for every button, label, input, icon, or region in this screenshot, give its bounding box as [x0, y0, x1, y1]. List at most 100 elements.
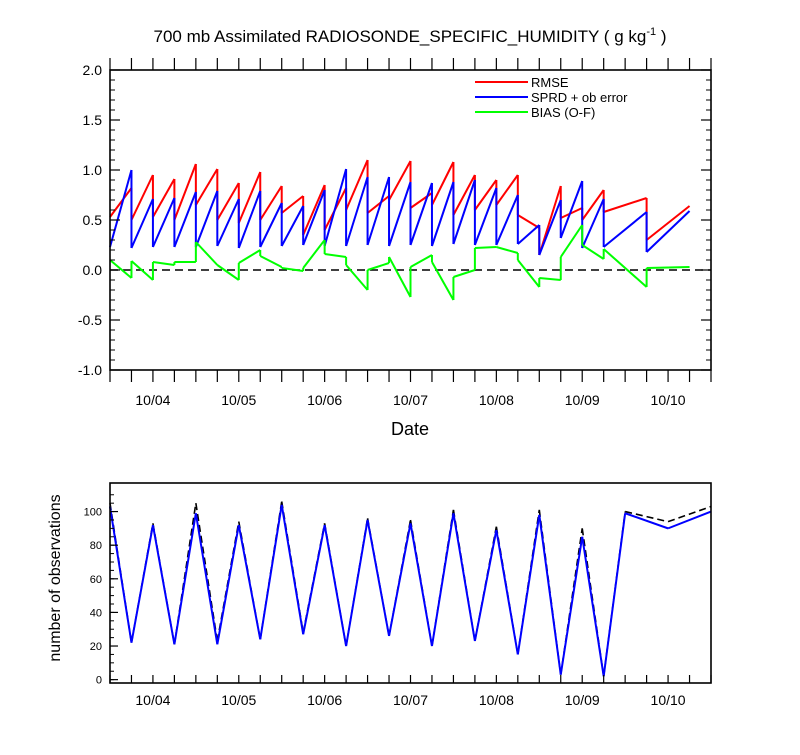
series-segment — [194, 190, 219, 248]
series-segment — [646, 266, 690, 269]
x-tick-label: 10/09 — [565, 692, 600, 708]
series-segment — [366, 176, 390, 246]
x-tick-label: 10/05 — [221, 392, 256, 408]
y-tick-label: 80 — [90, 540, 102, 552]
chart-title-superscript: -1 — [646, 26, 656, 38]
series-segment — [603, 197, 647, 213]
series-segment — [237, 171, 262, 224]
x-tick-label: 10/08 — [479, 692, 514, 708]
series-sprd-ob-error — [109, 168, 691, 256]
observation-segment — [624, 512, 669, 530]
series-segment — [495, 194, 519, 246]
series-segment — [259, 185, 283, 221]
series-segment — [173, 163, 197, 221]
series-segment — [216, 198, 240, 247]
series-segment — [216, 264, 240, 281]
series-segment — [323, 168, 348, 247]
series-segment — [581, 198, 605, 249]
y-axis-title-observations: number of observations — [47, 494, 64, 661]
y-tick-label: -1.0 — [78, 362, 102, 378]
x-tick-label: 10/06 — [307, 392, 342, 408]
series-segment — [130, 198, 154, 249]
y-tick-label: 2.0 — [83, 62, 103, 78]
x-tick-label: 10/09 — [565, 392, 600, 408]
series-segment — [302, 239, 326, 269]
series-segment — [366, 195, 390, 214]
series-segment — [474, 246, 497, 249]
observation-segment — [280, 504, 305, 635]
x-tick-label: 10/07 — [393, 692, 428, 708]
y-tick-label: 0 — [96, 675, 102, 687]
series-segment — [130, 260, 154, 281]
observation-segment — [538, 514, 562, 675]
series-segment — [109, 169, 133, 248]
x-tick-label: 10/08 — [479, 392, 514, 408]
series-segment — [517, 259, 541, 288]
series-segment — [603, 248, 648, 288]
series-segment — [559, 180, 584, 239]
series-segment — [452, 179, 476, 245]
series-segment — [410, 254, 433, 268]
series-segment — [453, 269, 476, 278]
observation-segment — [516, 514, 541, 655]
observation-segment — [216, 524, 240, 645]
series-segment — [431, 261, 455, 301]
y-tick-label: 100 — [84, 507, 102, 519]
series-segment — [237, 190, 262, 249]
series-segment — [109, 259, 133, 279]
observation-segment — [409, 523, 433, 647]
observation-segment — [388, 523, 412, 637]
observation-segment — [559, 536, 584, 675]
series-segment — [517, 224, 540, 245]
series-segment — [645, 210, 691, 253]
observation-segment — [237, 524, 262, 640]
series-segment — [324, 253, 347, 258]
top-plot-panel: -1.0 -0.5 0.0 0.5 1.0 1.5 2.0 10/04 10/05 10/06 10… — [78, 58, 712, 408]
series-segment — [539, 277, 561, 281]
bottom-plot-frame — [109, 482, 712, 684]
series-segment — [302, 189, 326, 246]
series-segment — [473, 187, 498, 246]
series-segment — [581, 244, 605, 260]
observation-segment — [667, 505, 712, 523]
y-tick-label: 20 — [90, 641, 102, 653]
series-segment — [559, 224, 584, 258]
observation-segment — [430, 513, 455, 647]
observation-segment — [109, 506, 133, 643]
observation-segment — [323, 524, 348, 647]
x-tick-label: 10/07 — [393, 392, 428, 408]
y-tick-label: 60 — [90, 574, 102, 586]
series-segment — [345, 159, 369, 211]
series-segment — [495, 174, 519, 206]
x-tick-label: 10/06 — [307, 692, 342, 708]
chart-title-main: 700 mb Assimilated RADIOSONDE_SPECIFIC_H… — [154, 27, 647, 46]
series-segment — [388, 181, 412, 247]
observation-segment — [366, 519, 391, 637]
legend-label: BIAS (O-F) — [531, 105, 595, 120]
series-segment — [259, 255, 283, 268]
chart-title: 700 mb Assimilated RADIOSONDE_SPECIFIC_H… — [154, 26, 667, 46]
y-tick-label: 1.5 — [83, 112, 103, 128]
x-tick-label: 10/10 — [651, 692, 686, 708]
series-segment — [517, 214, 540, 229]
observation-segment — [173, 513, 197, 645]
series-segment — [538, 199, 562, 256]
series-rmse — [109, 159, 691, 256]
series-segment — [474, 179, 498, 211]
y-tick-label: 1.0 — [83, 162, 103, 178]
observation-segment — [452, 513, 476, 642]
observation-segment — [345, 519, 369, 647]
series-segment — [560, 207, 583, 219]
series-segment — [431, 161, 455, 206]
observation-segment — [602, 513, 627, 677]
legend-label: SPRD + ob error — [531, 90, 628, 105]
x-tick-label: 10/04 — [135, 692, 170, 708]
series-segment — [238, 249, 261, 264]
series-segment — [409, 182, 433, 246]
series-segment — [195, 241, 219, 266]
y-tick-label: 0.5 — [83, 212, 103, 228]
observation-segment — [259, 504, 283, 640]
